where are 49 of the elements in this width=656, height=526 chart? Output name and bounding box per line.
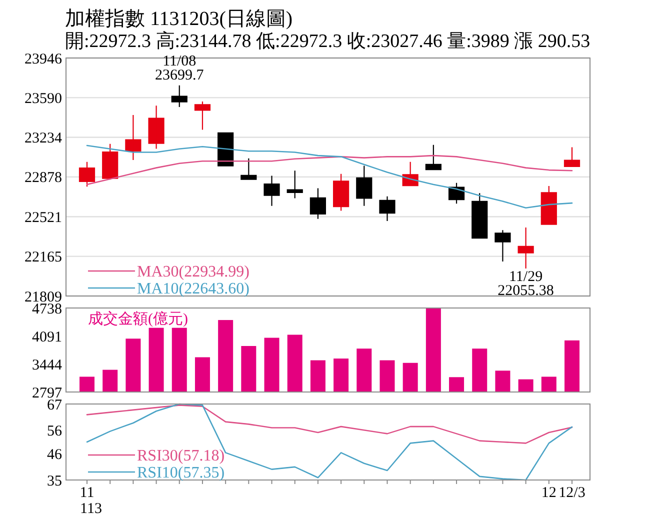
candlestick: [102, 143, 118, 180]
candlestick: [125, 114, 142, 161]
candlestick: [240, 158, 257, 180]
x-tick-label: 11: [80, 485, 94, 501]
candlestick: [310, 188, 326, 220]
candlestick: [194, 101, 211, 130]
y-tick-label: 67: [47, 397, 62, 414]
annotation: 11/08 23699.7: [155, 53, 204, 84]
x-tick-label: 12/3: [558, 485, 586, 501]
y-tick-label: 22521: [24, 210, 62, 226]
series-label: 成交金額(億元): [88, 310, 188, 328]
candlestick: [472, 192, 488, 239]
y-tick-label: 35: [47, 473, 62, 490]
chart-subtitle: 開:22972.3 高:23144.78 低:22972.3 收:23027.46 量:3989 漲 290.53: [65, 30, 590, 52]
y-tick-label: 23234: [24, 130, 62, 147]
line-series: [86, 404, 573, 444]
y-tick-label: 22878: [24, 170, 62, 186]
line-series: [86, 144, 573, 209]
candlestick: [78, 161, 96, 188]
candlestick: [425, 144, 442, 170]
y-tick-label: 46: [47, 447, 62, 464]
line-series: [86, 403, 573, 481]
y-tick-label: 23946: [24, 51, 62, 68]
candlestick: [171, 84, 188, 108]
legend-label: RSI10(57.35): [137, 464, 225, 482]
candlestick: [540, 185, 557, 225]
y-tick-label: 4091: [32, 329, 62, 346]
x-tick-label: 12: [541, 485, 556, 501]
y-tick-label: 23590: [24, 90, 62, 107]
x-axis-title: 113: [80, 501, 102, 517]
candlestick: [286, 170, 303, 199]
legend-label: MA10(22643.60): [137, 280, 250, 298]
candlestick: [494, 230, 511, 262]
y-tick-label: 22165: [24, 250, 62, 266]
legend-label: RSI30(57.18): [137, 448, 225, 465]
line-series: [86, 154, 573, 186]
chart-title: 加權指數 1131203(日線圖): [65, 8, 293, 30]
candlestick: [264, 175, 280, 206]
candlestick: [356, 165, 372, 206]
candlestick: [518, 226, 534, 270]
annotation: 11/29 22055.38: [498, 269, 554, 300]
y-tick-label: 4738: [32, 301, 62, 318]
y-tick-label: 3444: [32, 357, 62, 374]
candlestick: [379, 196, 396, 222]
candlestick: [148, 105, 164, 150]
candlestick: [564, 146, 580, 167]
y-tick-label: 56: [47, 423, 62, 440]
candlestick: [333, 173, 350, 212]
legend-label: MA30(22934.99): [137, 264, 250, 281]
